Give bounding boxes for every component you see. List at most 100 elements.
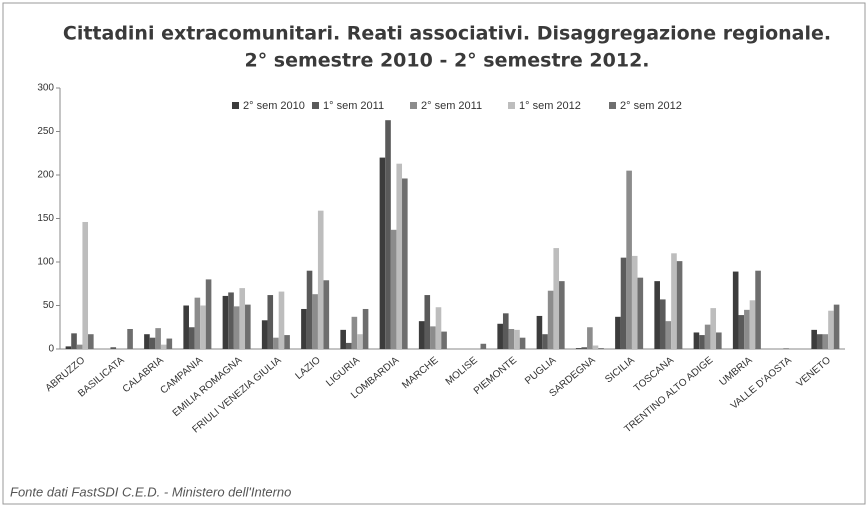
bar [738, 315, 745, 349]
legend-swatch [312, 102, 319, 109]
x-tick-label: UMBRIA [718, 355, 755, 389]
bar [301, 308, 307, 349]
legend-swatch [508, 102, 515, 109]
bar [592, 345, 599, 349]
bar [631, 255, 638, 349]
chart-title: Cittadini extracomunitari. Reati associa… [63, 23, 831, 45]
bar [222, 295, 229, 349]
x-tick-label: VENETO [795, 355, 834, 390]
x-tick-label: EMILIA ROMAGNA [171, 355, 245, 419]
bar [430, 326, 436, 349]
bar [205, 279, 212, 349]
bar [379, 157, 386, 349]
bar [418, 321, 425, 349]
bar [267, 295, 274, 349]
legend-label: 1° sem 2011 [323, 100, 384, 112]
bar [508, 328, 515, 349]
x-tick-label: PIEMONTE [472, 355, 519, 397]
bar [284, 335, 290, 349]
bar [676, 261, 683, 349]
bar [749, 300, 756, 349]
bar [755, 270, 761, 349]
bar [699, 335, 705, 349]
bar [228, 292, 234, 349]
bar [233, 306, 240, 349]
bar [704, 324, 711, 349]
bar [278, 291, 285, 349]
x-tick-label: PUGLIA [523, 355, 558, 387]
bar [665, 321, 672, 349]
y-tick-label: 0 [48, 344, 54, 355]
bar [441, 331, 447, 349]
bar [637, 277, 644, 349]
bar [497, 323, 503, 349]
bar [659, 299, 666, 349]
legend-swatch [410, 102, 417, 109]
x-tick-label: LIGURIA [324, 355, 362, 389]
bar [598, 348, 604, 349]
y-tick-label: 250 [37, 126, 54, 137]
x-tick-label: SICILIA [603, 355, 637, 386]
bar [480, 343, 487, 349]
bar [183, 305, 189, 349]
bar [155, 328, 161, 349]
y-tick-label: 50 [43, 300, 55, 311]
legend-label: 1° sem 2012 [519, 100, 581, 112]
bar [71, 333, 77, 349]
bar [587, 327, 593, 349]
bar [357, 334, 363, 349]
y-tick-label: 150 [37, 213, 54, 224]
bar [362, 308, 369, 349]
bar [160, 344, 167, 349]
bar [149, 337, 156, 349]
bar [654, 281, 660, 349]
bar [811, 329, 817, 349]
bar [65, 346, 72, 349]
bar [744, 309, 750, 349]
bar [312, 294, 318, 349]
bar [615, 316, 621, 349]
bar [581, 347, 588, 349]
bar [340, 329, 346, 349]
bar [239, 288, 246, 349]
bar [245, 304, 251, 349]
bar [822, 334, 829, 349]
bar [710, 308, 717, 349]
bar [273, 337, 279, 349]
x-tick-label: MOLISE [444, 355, 480, 388]
legend-label: 2° sem 2012 [620, 100, 682, 112]
bar [351, 316, 358, 349]
bar [424, 295, 431, 349]
bar [833, 304, 840, 349]
bar [306, 270, 313, 349]
bar [828, 310, 834, 349]
x-tick-label: MARCHE [400, 355, 441, 391]
bar [396, 163, 403, 349]
bar [626, 170, 632, 349]
legend-label: 2° sem 2010 [243, 100, 305, 112]
legend-swatch [609, 102, 616, 109]
bar [547, 290, 554, 349]
bar [110, 347, 117, 349]
bar [514, 329, 520, 349]
y-tick-label: 200 [37, 170, 54, 181]
bar [390, 229, 397, 349]
bar [317, 210, 324, 349]
x-tick-label: LAZIO [294, 355, 323, 382]
bar [200, 305, 206, 349]
bar [732, 271, 739, 349]
bar [402, 178, 408, 349]
bar [671, 253, 677, 349]
bar [166, 338, 173, 349]
chart-subtitle: 2° semestre 2010 - 2° semestre 2012. [244, 50, 649, 72]
bar [620, 257, 627, 349]
bar [536, 315, 543, 349]
bar [188, 327, 195, 349]
y-tick-label: 300 [37, 83, 54, 94]
bar [435, 307, 442, 349]
bar [519, 337, 526, 349]
bar [553, 248, 560, 349]
legend-label: 2° sem 2011 [421, 100, 482, 112]
bar [82, 221, 89, 349]
bar [194, 297, 201, 349]
